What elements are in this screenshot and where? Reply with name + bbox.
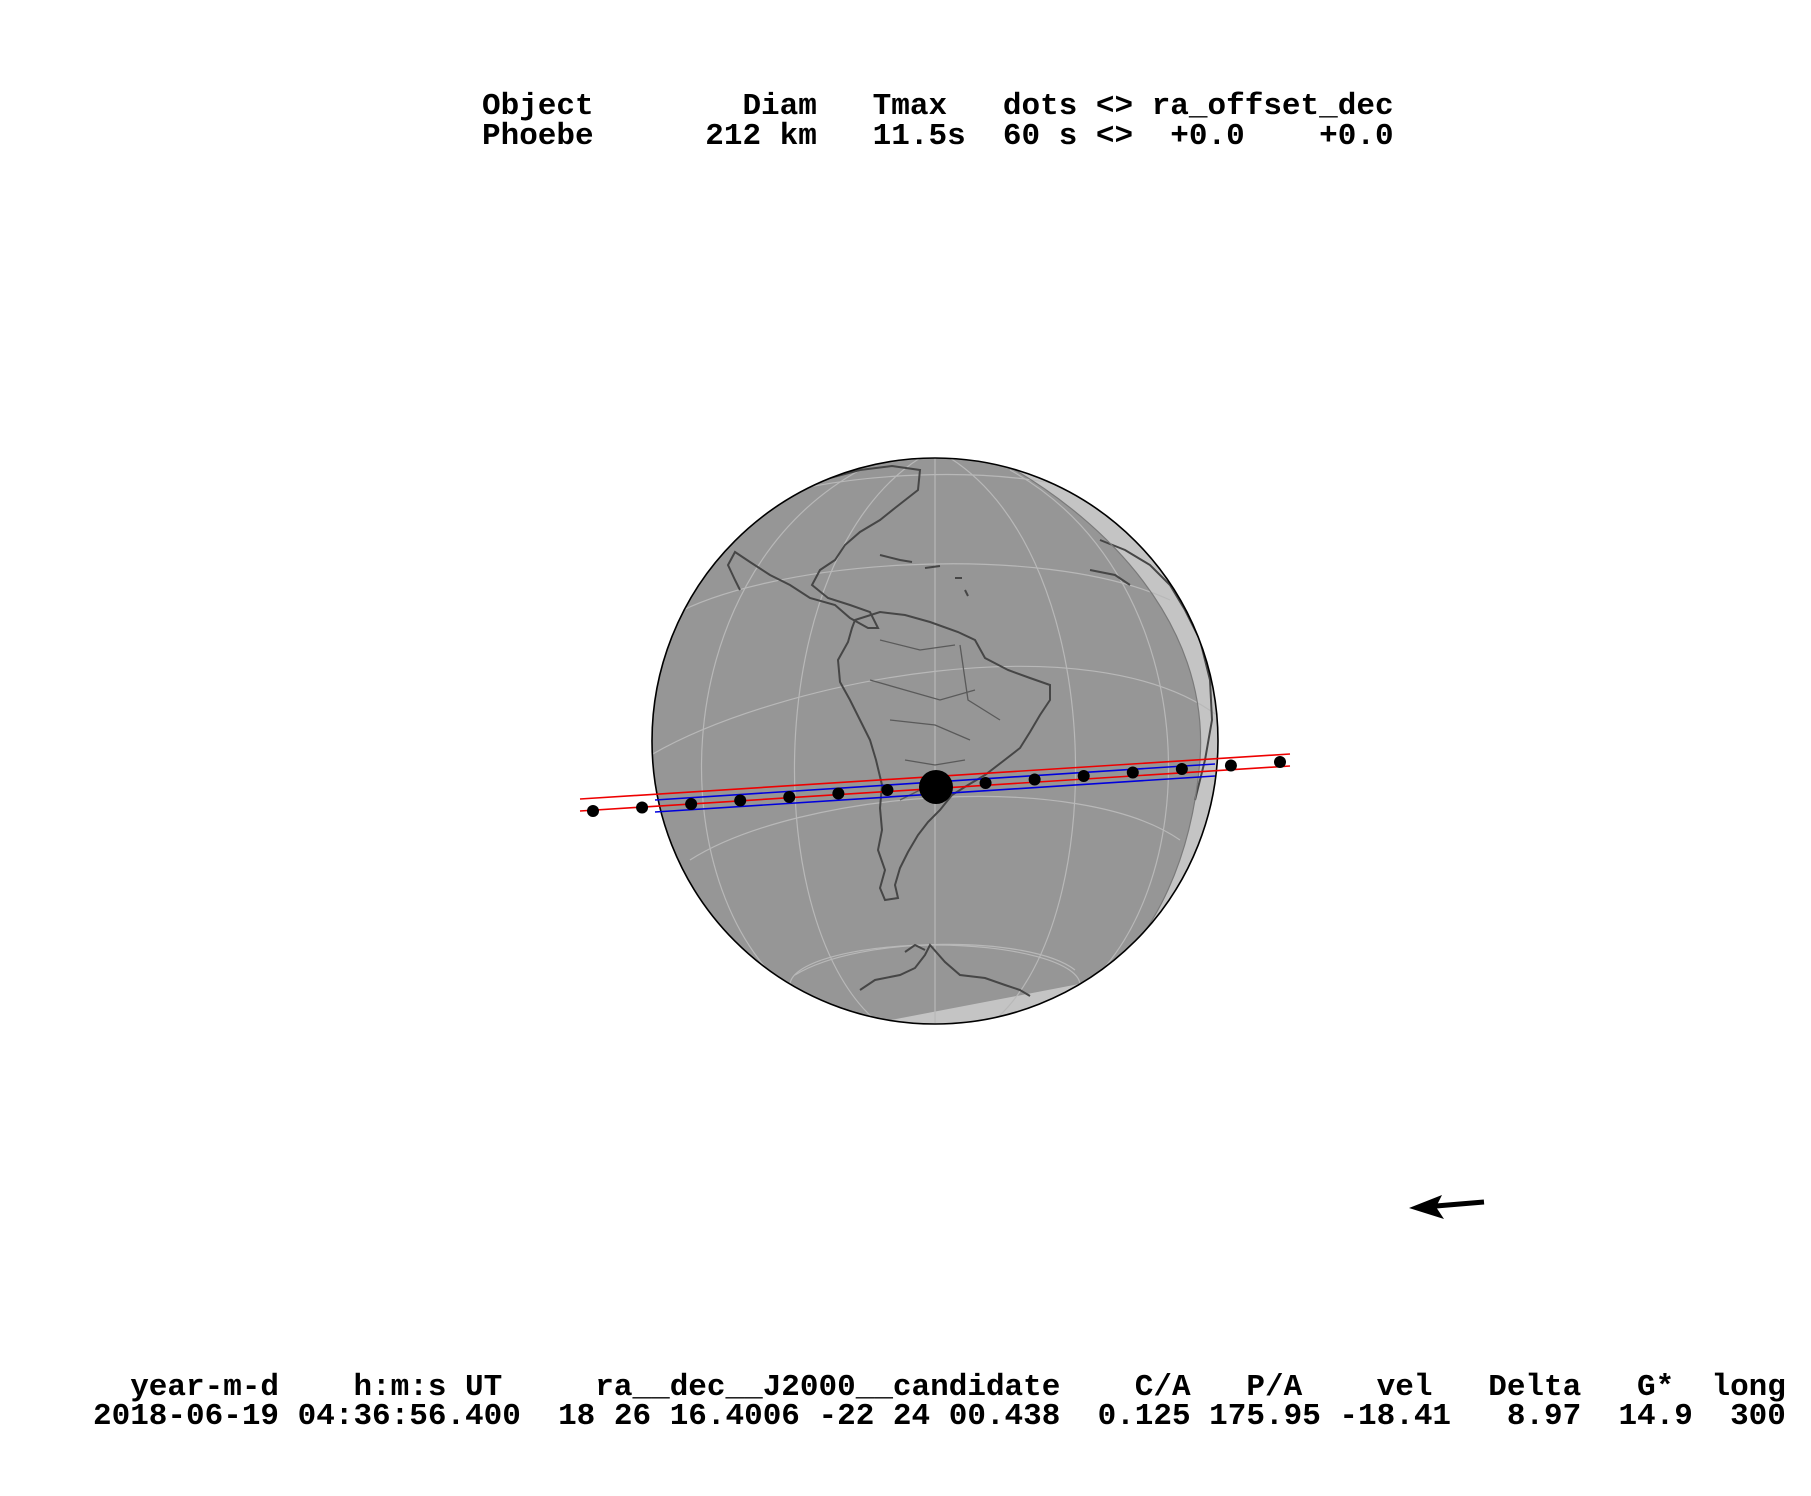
time-dot [734, 794, 747, 807]
graticule [652, 458, 1218, 1024]
event-center-dot [919, 770, 953, 804]
time-dots [587, 756, 1286, 817]
time-dot [832, 787, 845, 800]
caribbean-islands [879, 554, 969, 597]
time-dot [587, 805, 599, 817]
antarctica-outline [859, 943, 1031, 997]
arrow-left-icon [1409, 1195, 1485, 1219]
time-dot [1126, 766, 1139, 779]
time-dot [1224, 759, 1237, 772]
time-dot [881, 784, 894, 796]
header-label-line: Object Diam Tmax dots <> ra_offset_dec [482, 89, 1394, 124]
earth-globe [651, 457, 1219, 1025]
footer-label-line: year-m-d h:m:s UT ra__dec__J2000__candid… [93, 1370, 1786, 1405]
globe-night-region [652, 458, 1201, 1024]
time-dot [1028, 773, 1041, 786]
footer-value-line: 2018-06-19 04:36:56.400 18 26 16.4006 -2… [93, 1399, 1786, 1434]
south-america-borders [869, 639, 1001, 801]
time-dot [1175, 763, 1188, 775]
time-dot [1274, 756, 1286, 768]
coastlines [726, 464, 1214, 997]
header-value-line: Phoebe 212 km 11.5s 60 s <> +0.0 +0.0 [482, 119, 1394, 154]
time-dot [1077, 770, 1090, 782]
globe-limb [651, 457, 1219, 1025]
south-america-outline [836, 610, 1051, 902]
time-dot [979, 777, 992, 789]
north-america-outline [726, 464, 922, 629]
time-dot [636, 801, 649, 814]
time-dot [783, 791, 796, 803]
time-dot [685, 798, 698, 810]
